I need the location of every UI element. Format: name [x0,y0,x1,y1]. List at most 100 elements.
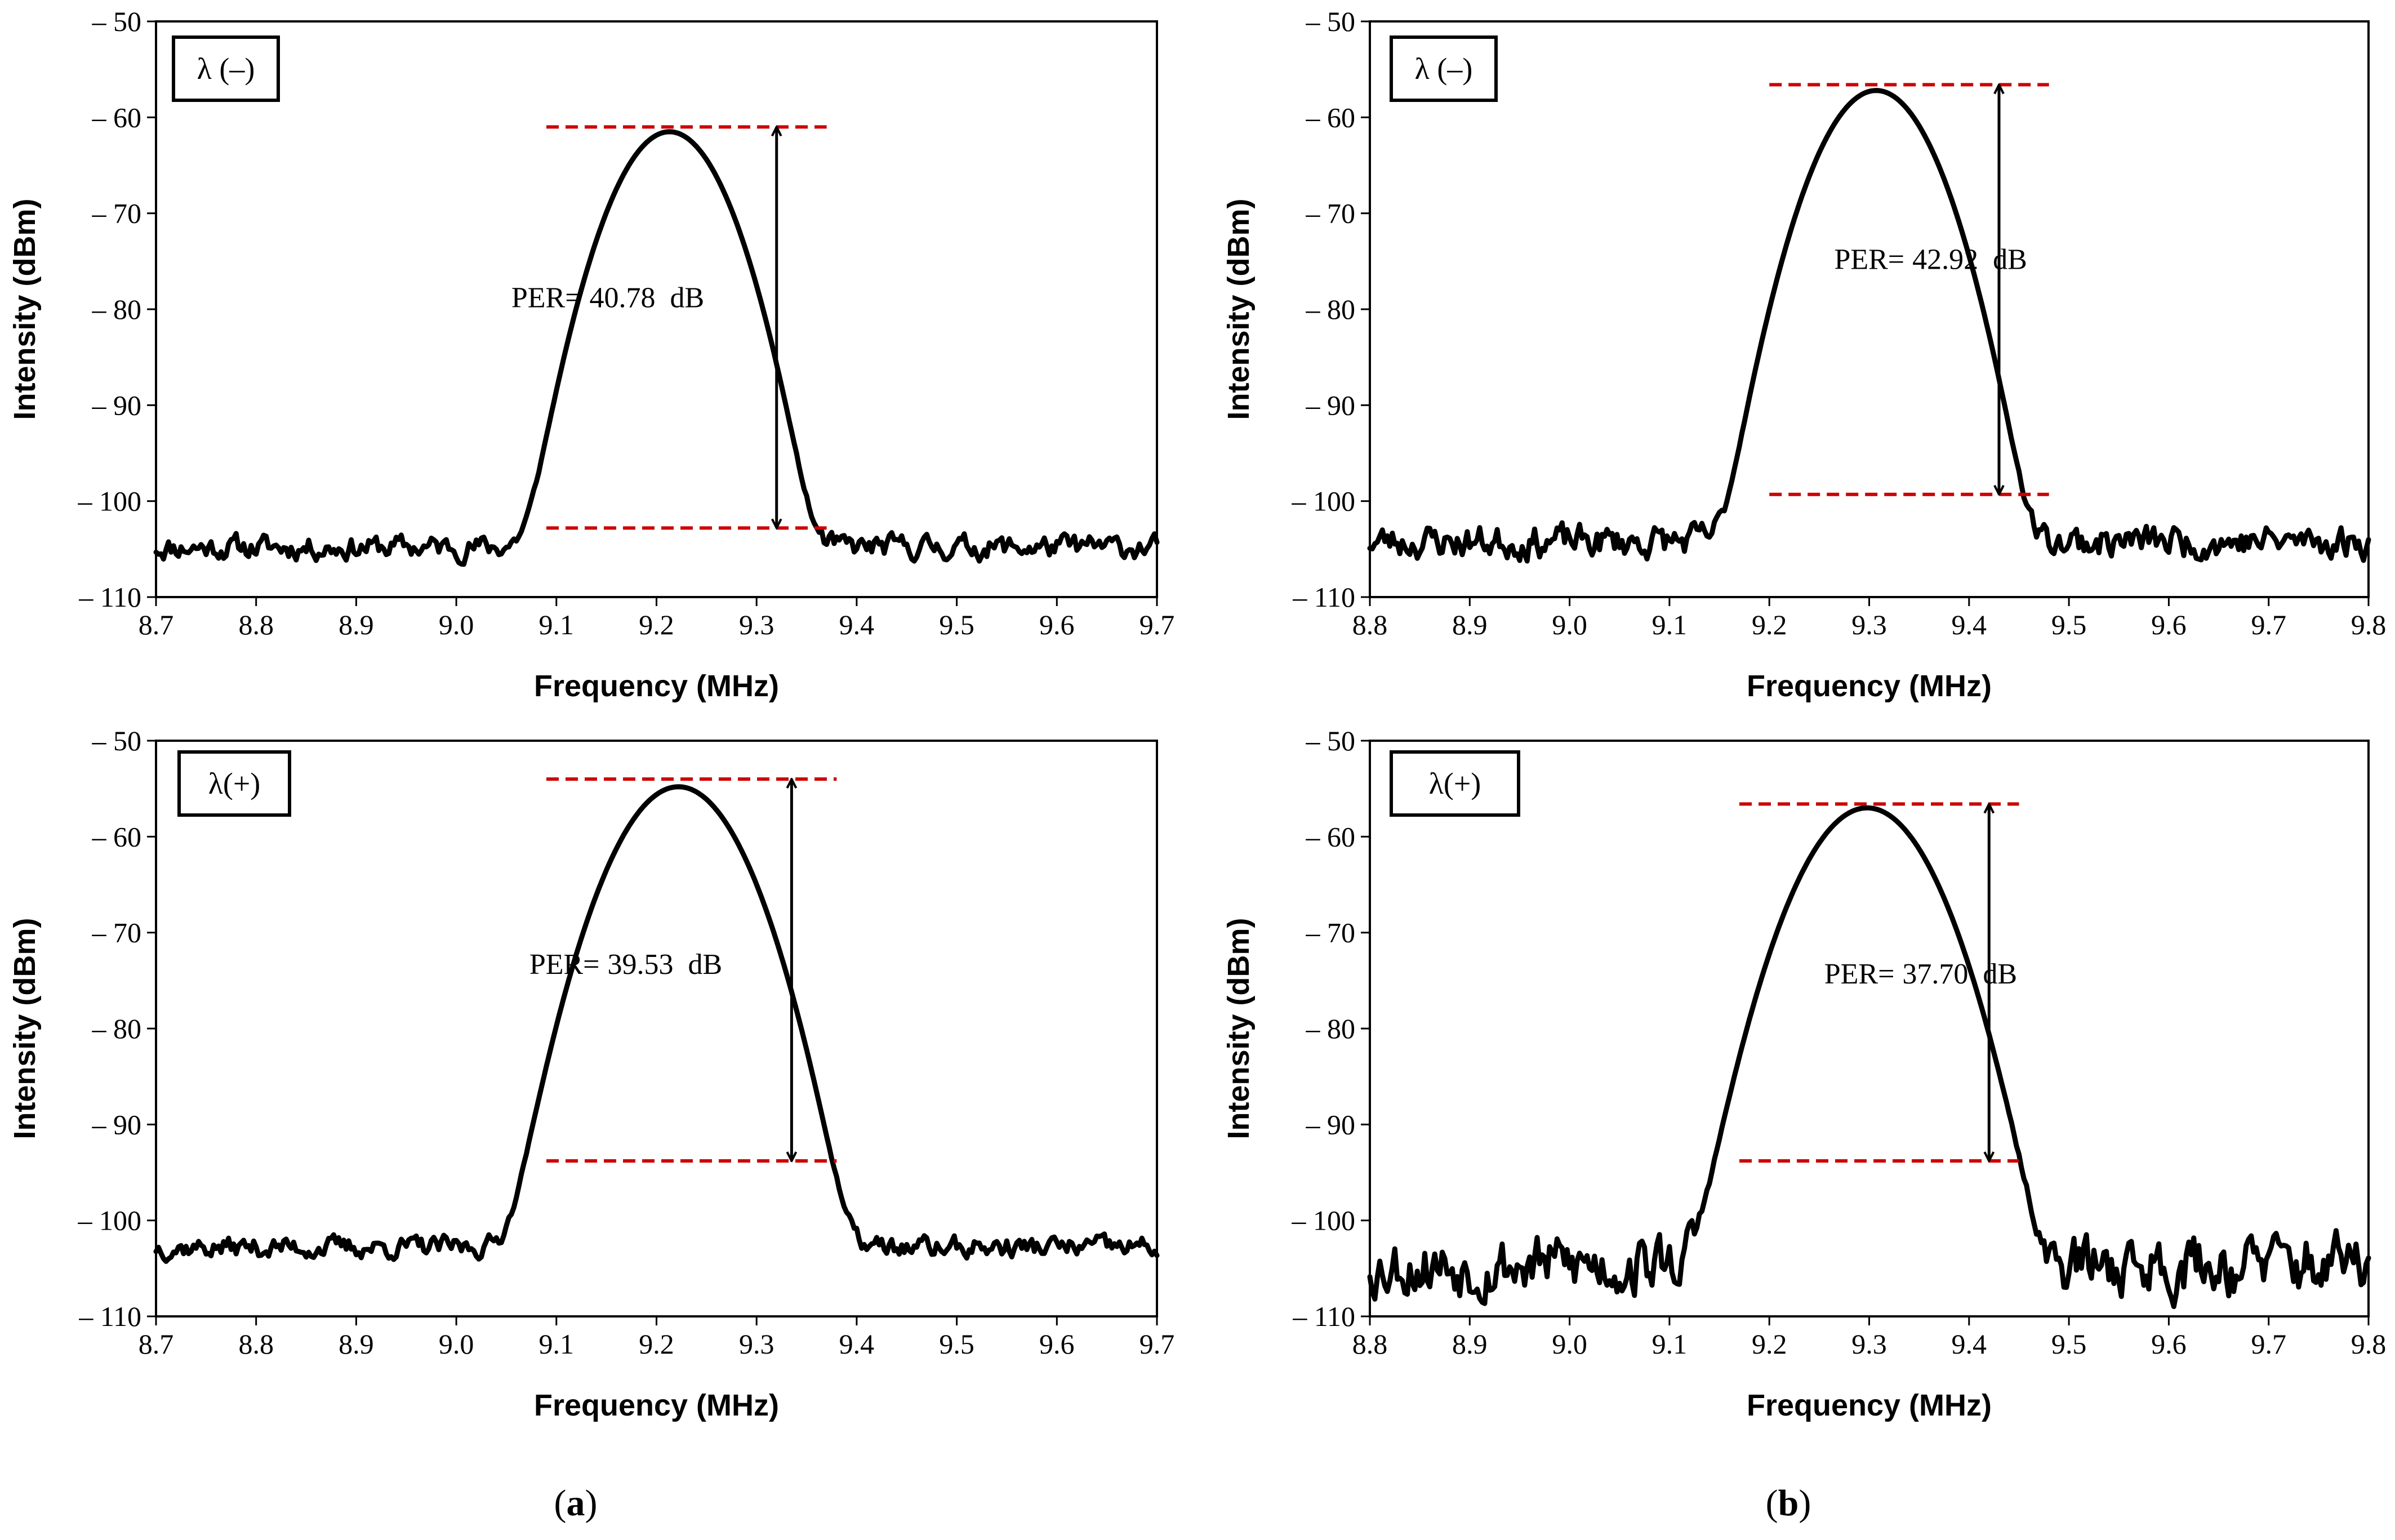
x-tick-label: 9.4 [839,609,875,640]
x-tick-label: 9.2 [1752,609,1787,640]
y-tick-label: – 100 [1292,1205,1356,1236]
y-tick-label: – 80 [1306,1013,1356,1044]
legend-label: λ (–) [1415,52,1473,86]
y-tick-label: – 70 [1306,917,1356,949]
y-tick-label: – 50 [1306,6,1356,37]
x-tick-label: 8.9 [339,609,374,640]
x-tick-label: 9.1 [539,1328,575,1360]
x-tick-label: 9.4 [1952,1328,1987,1360]
plot-area [1369,20,2370,598]
y-tick-label: – 70 [1306,198,1356,229]
x-tick-label: 9.6 [2151,609,2187,640]
y-axis-title: Intensity (dBm) [1222,918,1256,1139]
x-tick-label: 9.5 [2051,1328,2087,1360]
x-tick-label: 9.1 [1652,1328,1688,1360]
legend-label: λ(+) [208,767,261,800]
y-tick-label: – 100 [78,1205,142,1236]
x-tick-label: 9.2 [1752,1328,1787,1360]
x-axis-title: Frequency (MHz) [534,1388,779,1422]
x-tick-label: 9.1 [1652,609,1688,640]
x-tick-label: 9.4 [839,1328,875,1360]
legend-box [1390,750,1520,817]
y-tick-label: – 110 [78,581,141,613]
x-tick-label: 8.8 [238,609,274,640]
legend-label: λ(+) [1429,767,1481,800]
y-tick-label: – 90 [1306,389,1356,421]
x-tick-label: 9.2 [639,609,674,640]
x-tick-label: 9.8 [2351,1328,2387,1360]
y-tick-label: – 100 [1292,486,1356,517]
per-annotation: PER= 42.92 dB [1834,243,2027,275]
x-axis-title: Frequency (MHz) [1747,1388,1992,1422]
legend-label: λ (–) [197,52,255,86]
y-tick-label: – 50 [92,725,142,756]
x-tick-label: 8.8 [1352,609,1388,640]
x-tick-label: 9.6 [2151,1328,2187,1360]
x-tick-label: 9.5 [939,609,974,640]
x-tick-label: 9.1 [539,609,575,640]
x-tick-label: 9.5 [939,1328,974,1360]
x-tick-label: 8.8 [238,1328,274,1360]
x-tick-label: 8.9 [1452,1328,1488,1360]
spectrum-trace [153,129,1160,567]
x-tick-label: 8.9 [339,1328,374,1360]
x-tick-label: 9.6 [1039,1328,1075,1360]
x-tick-label: 9.3 [1851,1328,1887,1360]
x-tick-label: 9.7 [2251,609,2286,640]
x-tick-label: 8.8 [1352,1328,1388,1360]
x-axis-title: Frequency (MHz) [1747,669,1992,703]
x-tick-label: 9.0 [1552,609,1587,640]
y-tick-label: – 80 [92,293,142,325]
x-tick-label: 9.4 [1952,609,1987,640]
per-annotation: PER= 39.53 dB [529,949,722,981]
spectrum-trace [1367,805,2371,1309]
y-tick-label: – 80 [1306,293,1356,325]
y-tick-label: – 110 [78,1301,141,1332]
y-tick-label: – 110 [1292,581,1355,613]
x-tick-label: 9.3 [739,609,774,640]
y-tick-label: – 90 [92,1109,142,1140]
x-tick-label: 9.2 [639,1328,674,1360]
caption-b: (b) [1766,1483,1811,1524]
x-tick-label: 9.8 [2351,609,2387,640]
x-tick-label: 9.0 [439,609,474,640]
x-tick-label: 9.6 [1039,609,1075,640]
legend-box [1390,35,1498,102]
x-tick-label: 8.7 [139,1328,174,1360]
y-tick-label: – 70 [92,917,142,949]
plot-area [155,20,1158,598]
y-tick-label: – 110 [1292,1301,1355,1332]
x-tick-label: 9.0 [439,1328,474,1360]
y-tick-label: – 80 [92,1013,142,1044]
y-tick-label: – 70 [92,198,142,229]
legend-box [172,35,280,102]
y-axis-title: Intensity (dBm) [8,918,42,1139]
y-tick-label: – 60 [92,101,142,133]
plot-area [1369,740,2370,1318]
y-tick-label: – 60 [92,821,142,852]
spectrum-trace [1367,88,2371,564]
x-tick-label: 9.3 [739,1328,774,1360]
x-tick-label: 9.0 [1552,1328,1587,1360]
per-annotation: PER= 40.78 dB [511,282,704,314]
x-tick-label: 8.7 [139,609,174,640]
y-tick-label: – 90 [92,389,142,421]
y-tick-label: – 90 [1306,1109,1356,1140]
x-tick-label: 9.7 [2251,1328,2286,1360]
x-tick-label: 9.7 [1139,609,1175,640]
y-tick-label: – 100 [78,486,142,517]
caption-a: (a) [554,1483,598,1524]
y-axis-title: Intensity (dBm) [1222,198,1256,420]
y-tick-label: – 60 [1306,821,1356,852]
x-tick-label: 9.5 [2051,609,2087,640]
per-annotation: PER= 37.70 dB [1824,958,2017,990]
plot-area [155,740,1158,1318]
x-tick-label: 8.9 [1452,609,1488,640]
x-tick-label: 9.7 [1139,1328,1175,1360]
legend-box [177,750,291,817]
y-tick-label: – 50 [92,6,142,37]
x-tick-label: 9.3 [1851,609,1887,640]
